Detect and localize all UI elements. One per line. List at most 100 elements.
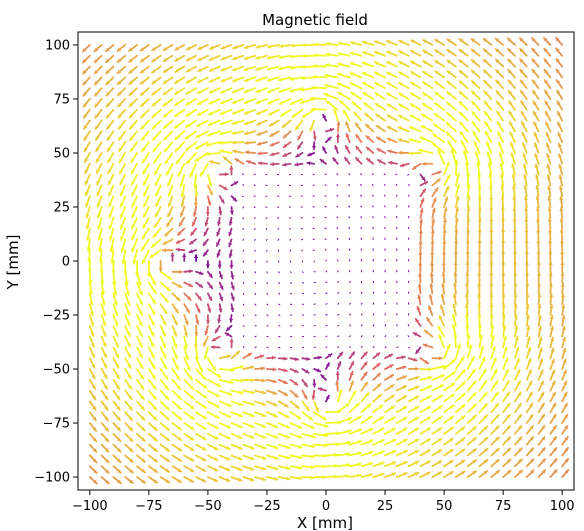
field-arrow-head <box>226 445 230 450</box>
field-arrow-head <box>152 91 156 95</box>
field-arrow-head <box>471 38 476 43</box>
field-arrow-head <box>559 207 564 212</box>
field-arrow-head <box>454 229 459 233</box>
field-arrow-head <box>138 311 143 315</box>
field-arrow-head <box>506 403 510 408</box>
field-arrow-head <box>250 390 255 395</box>
field-arrow-head <box>355 123 360 127</box>
field-arrow-head <box>310 454 315 459</box>
field-arrow-head <box>559 218 564 222</box>
field-arrow-head <box>194 356 200 361</box>
field-arrow-head <box>550 348 555 352</box>
field-arrow-head <box>194 193 199 197</box>
field-arrow-head <box>101 311 107 316</box>
field-arrow-head <box>340 100 344 105</box>
field-arrow-head <box>398 126 403 131</box>
field-arrow-head <box>286 455 290 460</box>
field-arrow-head <box>209 45 214 50</box>
field-arrow-head <box>412 165 417 170</box>
field-arrow-head <box>152 136 157 141</box>
field-arrow-head <box>345 122 350 126</box>
field-arrow-head <box>194 332 199 336</box>
field-arrow-head <box>232 78 237 83</box>
field-arrow-head <box>417 284 422 288</box>
field-arrow-head <box>140 406 145 410</box>
field-arrow-head <box>434 113 439 118</box>
field-arrow-head <box>165 479 170 483</box>
field-arrow <box>348 227 351 230</box>
field-arrow-head <box>484 101 488 106</box>
field-arrow-head <box>541 470 546 474</box>
field-arrow-head <box>336 122 341 126</box>
field-arrow-head <box>166 171 171 175</box>
field-arrow-head <box>126 343 131 347</box>
field-arrow-head <box>449 460 453 465</box>
field-arrow-head <box>85 213 90 218</box>
field-arrow-head <box>377 159 382 164</box>
field-arrow-head <box>180 193 185 197</box>
field-arrow-head <box>117 58 122 63</box>
field-arrow-head <box>134 272 140 276</box>
field-arrow-head <box>430 240 435 244</box>
field-arrow-head <box>517 392 521 397</box>
field-arrow-head <box>174 308 179 313</box>
field-arrow-head <box>262 434 266 439</box>
field-arrow-head <box>346 451 350 457</box>
field-arrow-head <box>528 392 533 397</box>
field-arrow-head <box>294 356 299 362</box>
field-arrow-head <box>506 414 510 419</box>
field-arrow-head <box>221 45 226 50</box>
field-arrow-head <box>298 465 302 470</box>
field-arrow-head <box>322 464 326 469</box>
field-arrow-head <box>544 80 549 84</box>
field-arrow-head <box>298 454 302 460</box>
field-arrow-head <box>105 479 109 484</box>
field-arrow-head <box>302 64 306 70</box>
field-arrow-head <box>186 101 191 106</box>
field-arrow-head <box>547 218 553 222</box>
field-arrow-head <box>216 253 221 257</box>
field-arrow-head <box>560 261 565 265</box>
field-arrow-head <box>464 314 469 318</box>
field-arrow-head <box>354 112 358 116</box>
field-arrow-head <box>225 477 230 482</box>
field-arrow-head <box>562 370 567 375</box>
field-arrow-head <box>219 140 223 146</box>
field-arrow-head <box>140 395 144 400</box>
field-arrow-head <box>368 472 373 478</box>
field-arrow-head <box>459 112 464 116</box>
field-arrow-head <box>232 130 236 136</box>
field-arrow-head <box>363 92 368 97</box>
field-arrow <box>348 173 351 176</box>
field-arrow-head <box>357 416 362 420</box>
field-arrow-head <box>298 475 302 481</box>
field-arrow-head <box>438 316 443 320</box>
field-arrow-head <box>139 364 144 369</box>
field-arrow-head <box>152 46 156 51</box>
field-arrow <box>324 238 327 240</box>
field-arrow-head <box>175 147 179 152</box>
field-arrow-head <box>142 235 146 239</box>
field-arrow-head <box>188 375 193 380</box>
field-arrow-head <box>518 470 523 475</box>
field-arrow-head <box>153 479 158 483</box>
field-arrow <box>324 195 327 197</box>
field-arrow <box>289 238 292 241</box>
field-arrow-head <box>215 393 220 398</box>
field-arrow-head <box>233 56 237 61</box>
field-arrow-head <box>484 111 489 116</box>
field-arrow-head <box>85 202 90 207</box>
field-arrow <box>349 302 351 305</box>
field-arrow-head <box>228 231 233 236</box>
field-arrow-head <box>165 436 170 441</box>
field-arrow-head <box>274 445 278 450</box>
field-arrow-head <box>352 102 357 106</box>
field-arrow-head <box>273 402 277 407</box>
field-arrow-head <box>317 355 322 360</box>
field-arrow-head <box>83 80 87 85</box>
field-arrow-head <box>437 427 442 432</box>
field-arrow-head <box>506 437 511 441</box>
field-arrow-head <box>539 381 544 386</box>
field-arrow-head <box>280 112 285 117</box>
